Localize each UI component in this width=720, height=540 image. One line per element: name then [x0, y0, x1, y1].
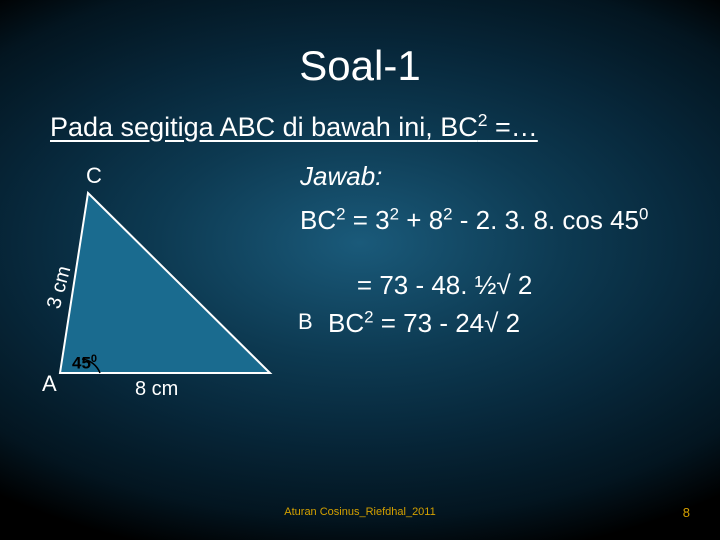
equation-3: BC2 = 73 - 24√ 2 [328, 305, 710, 343]
eq1-a-exp: 2 [390, 204, 399, 223]
slide-title: Soal-1 [0, 0, 720, 90]
eq2-text: = 73 - 48. ½√ 2 [357, 270, 532, 300]
answer-heading: Jawab: [300, 158, 710, 196]
angle-value: 45 [72, 354, 91, 373]
angle-a-label: 450 [72, 353, 97, 374]
page-number: 8 [683, 505, 690, 520]
triangle-diagram: C A 3 cm 450 8 cm [40, 163, 300, 423]
question-text: Pada segitiga ABC di bawah ini, BC2 =… [0, 90, 720, 143]
vertex-b: B [298, 306, 313, 338]
eq1-deg: 0 [639, 204, 648, 223]
answer-block: Jawab: BC2 = 32 + 82 - 2. 3. 8. cos 450 … [300, 158, 710, 343]
equation-2: B = 73 - 48. ½√ 2 [328, 267, 710, 305]
question-suffix: =… [488, 112, 538, 142]
eq1-eq: = [346, 205, 376, 235]
eq1-b-exp: 2 [443, 204, 452, 223]
vertex-c: C [86, 163, 102, 189]
eq3-exp: 2 [364, 307, 373, 326]
eq1-a: 3 [375, 205, 389, 235]
slide: Soal-1 Pada segitiga ABC di bawah ini, B… [0, 0, 720, 540]
side-ab-label: 8 cm [135, 378, 178, 401]
eq1-b: 8 [429, 205, 443, 235]
equation-1: BC2 = 32 + 82 - 2. 3. 8. cos 450 [300, 202, 710, 240]
eq3-rhs: = 73 - 24√ 2 [381, 308, 520, 338]
question-exponent: 2 [478, 110, 488, 130]
triangle-shape [60, 193, 270, 373]
eq1-lhs: BC [300, 205, 336, 235]
content-area: C A 3 cm 450 8 cm Jawab: BC2 = 32 + 82 -… [0, 153, 720, 453]
equation-block-2: B = 73 - 48. ½√ 2 BC2 = 73 - 24√ 2 [328, 267, 710, 342]
question-prefix: Pada segitiga ABC di bawah ini, BC [50, 112, 478, 142]
eq1-rhs: - 2. 3. 8. cos 45 [453, 205, 639, 235]
eq1-exp: 2 [336, 204, 345, 223]
angle-deg: 0 [91, 353, 97, 365]
footer-text: Aturan Cosinus_Riefdhal_2011 [0, 506, 720, 518]
vertex-a: A [42, 371, 57, 397]
eq3-lhs: BC [328, 308, 364, 338]
